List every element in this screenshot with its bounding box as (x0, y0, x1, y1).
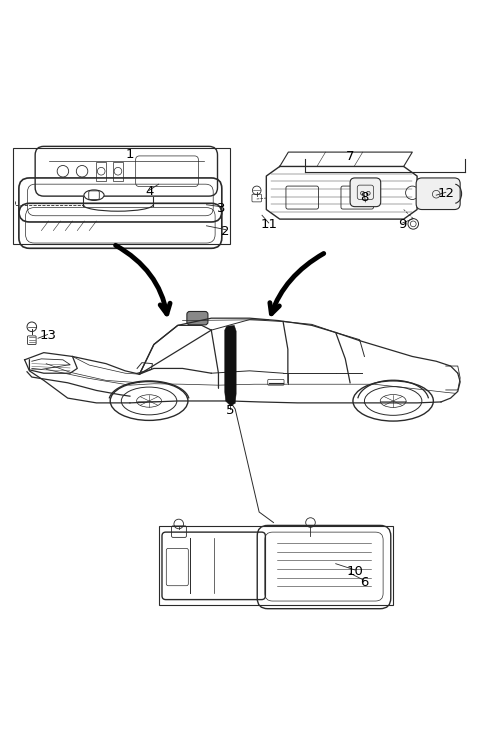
FancyBboxPatch shape (187, 311, 208, 325)
Text: 13: 13 (39, 330, 56, 342)
Bar (12, 148, 230, 244)
Text: 3: 3 (216, 202, 225, 215)
Text: 9: 9 (398, 218, 407, 231)
Ellipse shape (84, 190, 104, 200)
Bar (96, 162, 106, 181)
Text: 7: 7 (346, 150, 354, 163)
Circle shape (360, 191, 364, 195)
Text: 1: 1 (126, 148, 134, 162)
Text: 12: 12 (437, 187, 454, 200)
Text: 5: 5 (226, 404, 235, 417)
Text: 6: 6 (360, 576, 369, 589)
Polygon shape (225, 325, 236, 406)
Text: 10: 10 (347, 565, 363, 578)
Text: 8: 8 (360, 191, 369, 203)
Text: 4: 4 (145, 184, 153, 198)
FancyBboxPatch shape (350, 178, 381, 206)
Text: 2: 2 (221, 225, 230, 238)
Text: 11: 11 (260, 218, 277, 231)
FancyBboxPatch shape (416, 178, 460, 209)
Circle shape (366, 191, 370, 195)
Bar (113, 162, 123, 181)
Bar (158, 526, 393, 606)
